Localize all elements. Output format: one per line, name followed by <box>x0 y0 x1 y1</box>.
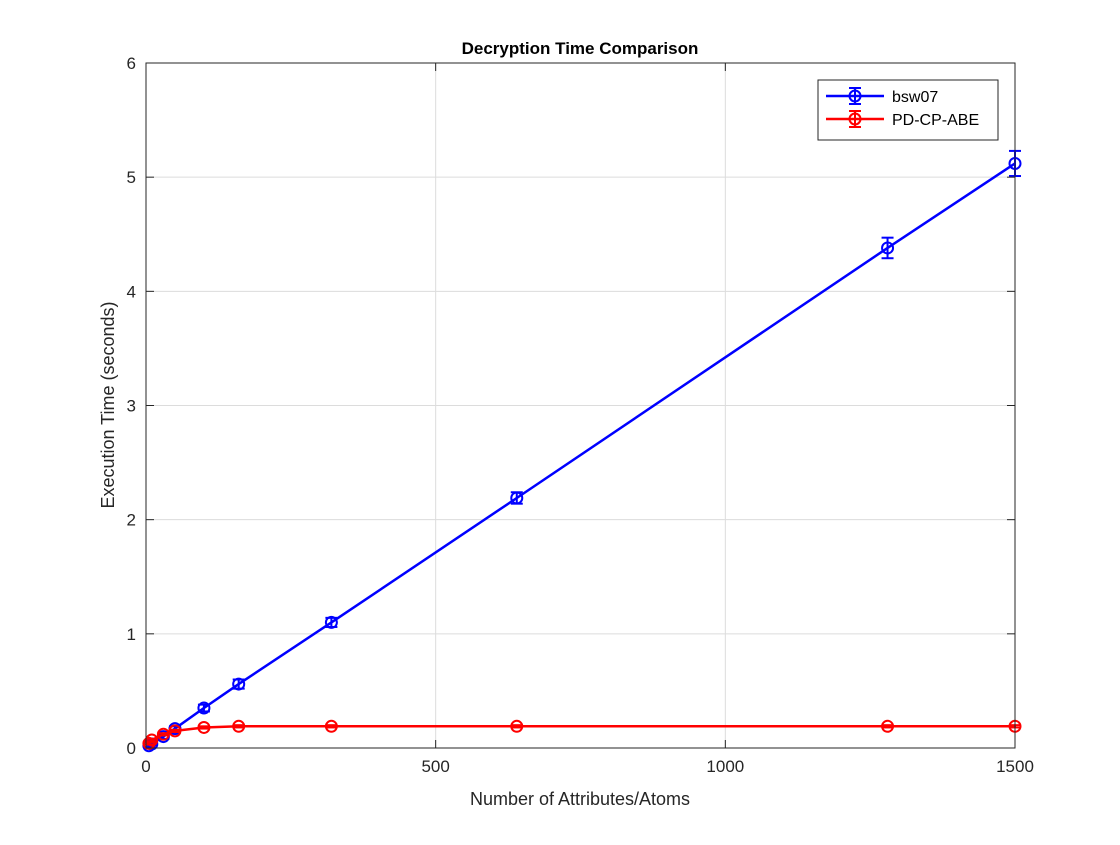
data-point <box>324 719 338 733</box>
error-bar <box>157 732 170 737</box>
error-bar <box>881 724 894 729</box>
data-point <box>510 491 524 505</box>
error-bar <box>325 724 338 729</box>
data-point <box>168 724 182 738</box>
data-point <box>156 727 170 741</box>
legend-box <box>817 79 999 141</box>
x-tick-label: 1500 <box>996 757 1034 776</box>
legend-swatch-marker <box>848 112 862 126</box>
y-axis-label: Execution Time (seconds) <box>98 301 118 508</box>
y-tick-label: 2 <box>127 511 136 530</box>
y-tick-label: 0 <box>127 739 136 758</box>
legend-swatch-marker <box>848 89 862 103</box>
error-bar <box>232 724 245 729</box>
y-tick-label: 1 <box>127 625 136 644</box>
legend-label: bsw07 <box>892 89 938 106</box>
data-point <box>232 719 246 733</box>
x-tick-label: 500 <box>421 757 449 776</box>
legend-label: PD-CP-ABE <box>892 112 979 129</box>
x-tick-label: 1000 <box>706 757 744 776</box>
series-PD-CP-ABE <box>142 719 1022 750</box>
data-point <box>197 720 211 734</box>
x-axis-label: Number of Attributes/Atoms <box>470 789 690 809</box>
data-point <box>510 719 524 733</box>
legend: bsw07 PD-CP-ABE <box>817 79 999 141</box>
data-point <box>881 241 895 255</box>
data-point <box>324 615 338 629</box>
series-layer <box>142 149 1022 753</box>
legend-item-bsw07: bsw07 <box>826 87 938 106</box>
error-bar <box>145 737 158 743</box>
legend-item-PD-CP-ABE: PD-CP-ABE <box>826 110 979 129</box>
data-point <box>197 701 211 715</box>
y-tick-label: 3 <box>127 397 136 416</box>
chart-title: Decryption Time Comparison <box>462 39 699 58</box>
data-point <box>232 677 246 691</box>
error-bar <box>510 724 523 729</box>
y-tick-label: 6 <box>127 54 136 73</box>
data-point <box>881 719 895 733</box>
y-tick-label: 5 <box>127 168 136 187</box>
error-bar <box>168 728 181 734</box>
error-bar <box>197 725 210 730</box>
error-bar <box>881 236 894 260</box>
ticks: 0 500 1000 1500 0 1 2 3 4 5 6 <box>127 54 1034 776</box>
x-tick-label: 0 <box>141 757 150 776</box>
y-tick-label: 4 <box>127 282 136 301</box>
